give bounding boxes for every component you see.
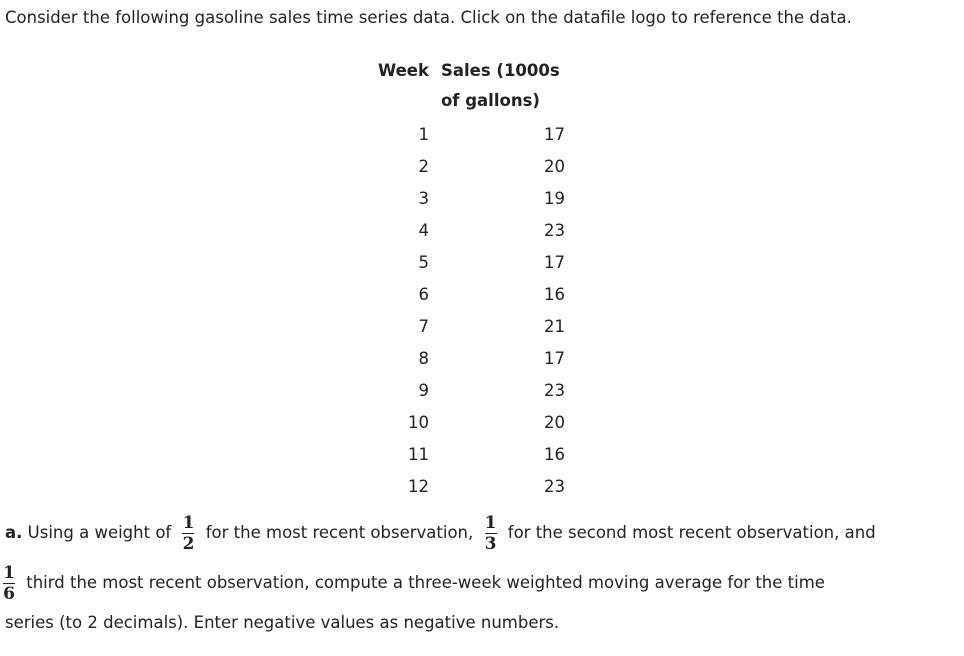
denominator: 6 [3, 584, 15, 604]
table-cell: 23 [543, 220, 565, 240]
denominator: 2 [182, 534, 195, 554]
table-cell: 12 [407, 476, 429, 496]
table-row: 11 16 [372, 438, 577, 470]
question-text: Using a weight of [27, 523, 172, 542]
question-text: series (to 2 decimals). Enter negative v… [5, 613, 560, 632]
table-cell: 8 [418, 348, 429, 368]
question-text: for the most recent observation, [205, 523, 474, 542]
table-cell: 16 [543, 284, 565, 304]
table-cell: 16 [543, 444, 565, 464]
table-row: 12 23 [372, 470, 577, 502]
question-text: for the second most recent observation, … [507, 523, 876, 542]
table-cell: 1 [418, 124, 429, 144]
table-cell: 9 [418, 380, 429, 400]
data-table: Week Sales (1000s of gallons) 1 17 2 20 3 19 4… [372, 54, 577, 502]
table-cell: 17 [543, 124, 565, 144]
table-row: 3 19 [372, 182, 577, 214]
table-row: 6 16 [372, 278, 577, 310]
table-cell: 4 [418, 220, 429, 240]
table-row: 7 21 [372, 310, 577, 342]
table-cell: 3 [418, 188, 429, 208]
table-row: 1 17 [372, 118, 577, 150]
table-cell: 7 [418, 316, 429, 336]
table-cell: 5 [418, 252, 429, 272]
intro-text: Consider the following gasoline sales ti… [5, 8, 852, 27]
part-label: a. [5, 523, 23, 542]
denominator: 3 [484, 534, 497, 554]
numerator: 1 [3, 563, 15, 583]
table-cell: 2 [418, 156, 429, 176]
numerator: 1 [182, 513, 195, 533]
table-cell: 19 [543, 188, 565, 208]
table-header: Sales (1000s of gallons) [440, 61, 560, 110]
table-cell: 20 [543, 412, 565, 432]
question-text: third the most recent observation, compu… [26, 573, 825, 592]
table-cell: 23 [543, 380, 565, 400]
numerator: 1 [484, 513, 497, 533]
table-cell: 10 [407, 412, 429, 432]
table-cell: 11 [407, 444, 429, 464]
table-row: 2 20 [372, 150, 577, 182]
table-header: Week [378, 61, 429, 80]
table-cell: 6 [418, 284, 429, 304]
table-cell: 17 [543, 348, 565, 368]
table-cell: 23 [543, 476, 565, 496]
table-row: 4 23 [372, 214, 577, 246]
table-row: 8 17 [372, 342, 577, 374]
table-row: 9 23 [372, 374, 577, 406]
table-cell: 17 [543, 252, 565, 272]
table-row: 10 20 [372, 406, 577, 438]
table-cell: 20 [543, 156, 565, 176]
table-row: 5 17 [372, 246, 577, 278]
table-cell: 21 [543, 316, 565, 336]
